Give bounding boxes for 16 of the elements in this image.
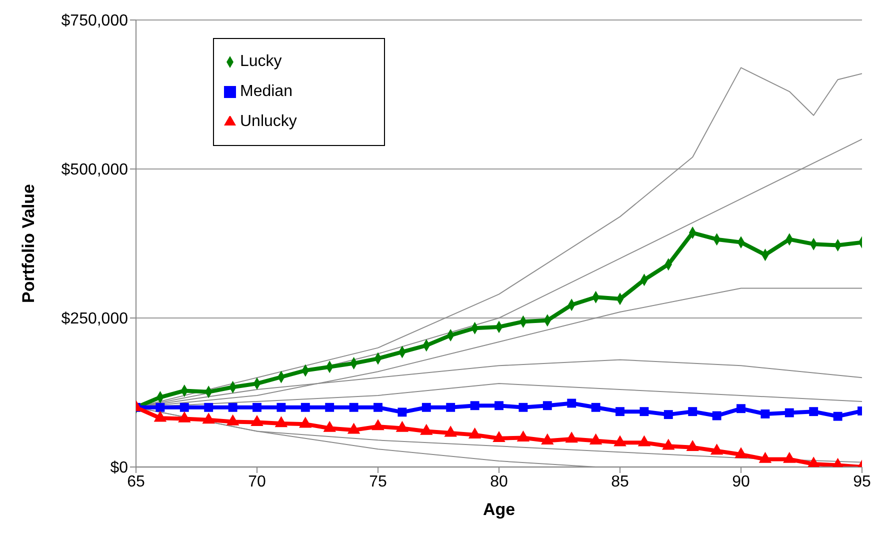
legend-label: Lucky (240, 53, 282, 70)
y-tick-label: $500,000 (61, 162, 128, 179)
x-tick-label: 70 (248, 473, 266, 490)
y-tick-label: $0 (110, 460, 128, 477)
x-tick-label: 85 (611, 473, 629, 490)
x-tick-label: 95 (853, 473, 871, 490)
x-tick-label: 80 (490, 473, 508, 490)
x-axis-title: Age (482, 500, 516, 519)
legend-label: Median (240, 83, 292, 100)
y-tick-label: $750,000 (61, 12, 128, 30)
legend-label: Unlucky (240, 113, 297, 130)
y-tick-label: $250,000 (61, 310, 128, 328)
x-tick-label: 90 (732, 473, 750, 490)
x-tick-label: 75 (369, 473, 387, 490)
x-tick-label: 65 (127, 473, 145, 490)
y-axis-title: Portfolio Value (19, 184, 38, 304)
